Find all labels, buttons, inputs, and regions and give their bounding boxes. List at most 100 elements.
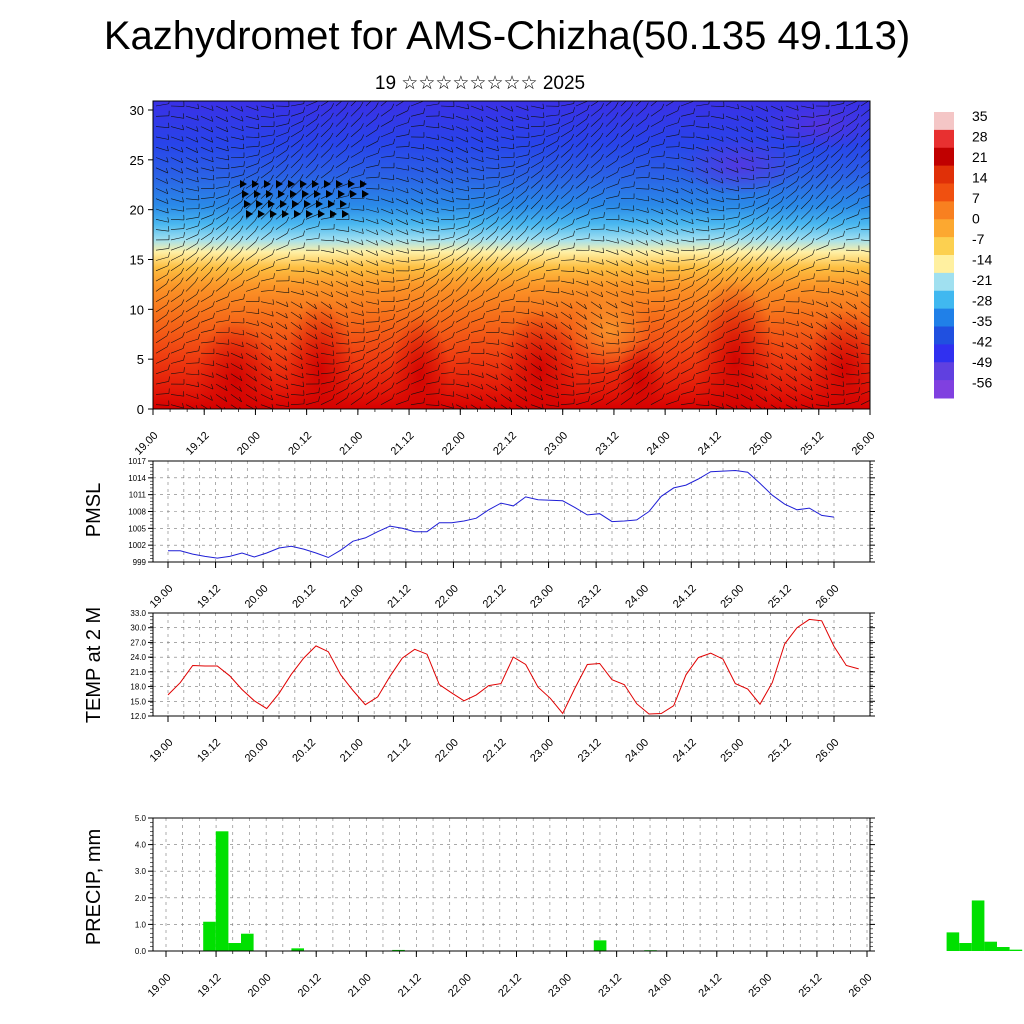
- wind-barb: [605, 229, 619, 232]
- wind-barb-flag: [750, 277, 754, 283]
- wind-barb-flag: [525, 225, 529, 232]
- wind-barb-flag: [452, 249, 455, 255]
- wind-barb: [245, 394, 258, 402]
- wind-barb: [635, 118, 647, 127]
- wind-barb: [845, 238, 859, 241]
- wind-barb-flag: [166, 320, 170, 326]
- wind-barb-flag: [615, 312, 619, 318]
- wind-barb: [815, 311, 828, 319]
- wind-barb-flag: [406, 198, 409, 205]
- wind-barb-flag: [227, 351, 229, 357]
- wind-barb-flag: [317, 361, 319, 367]
- wind-barb-flag: [872, 259, 873, 264]
- wind-barb: [605, 195, 619, 199]
- wind-barb: [755, 167, 769, 169]
- wind-barb-flag: [555, 205, 559, 212]
- wind-barb: [650, 398, 663, 405]
- wind-barb-flag: [615, 122, 619, 128]
- wind-barb: [500, 116, 514, 122]
- colorbar-label: 0: [972, 211, 980, 227]
- wind-barb: [740, 383, 754, 390]
- wind-barb-flag: [241, 268, 245, 274]
- wind-barb: [395, 279, 409, 282]
- wind-barb: [545, 169, 556, 179]
- wind-barb: [815, 256, 829, 261]
- wind-barb-flag: [465, 405, 468, 409]
- wind-barb: [515, 342, 528, 350]
- wind-barb-flag: [524, 354, 528, 361]
- wind-barb: [500, 394, 512, 403]
- wind-barb: [725, 198, 739, 201]
- x-tick-label: 26.00: [847, 972, 875, 1000]
- wind-barb-flag: [211, 290, 215, 296]
- colorbar-label: 21: [972, 149, 988, 165]
- wind-barb-flag: [812, 103, 815, 109]
- wind-barb: [560, 200, 572, 210]
- wind-barb-flag: [331, 270, 334, 276]
- wind-barb-flag: [331, 165, 335, 171]
- wind-barb: [590, 260, 604, 265]
- wind-barb-flag: [421, 178, 424, 184]
- wind-barb: [395, 287, 409, 292]
- y-tick-label: 33.0: [130, 609, 146, 618]
- wind-barb: [245, 263, 258, 272]
- wind-barb: [500, 298, 514, 302]
- wind-barb-flag: [256, 258, 260, 265]
- wind-barb: [455, 146, 468, 153]
- wind-barb: [800, 311, 814, 317]
- wind-barb: [440, 208, 454, 212]
- wind-barb: [515, 136, 530, 138]
- wind-barb-flag: [585, 343, 588, 349]
- wind-barb: [725, 136, 738, 143]
- wind-barb: [740, 341, 754, 344]
- wind-barb-flag: [284, 174, 289, 180]
- wind-barb-flag: [617, 178, 620, 184]
- wind-barb: [530, 289, 544, 292]
- wind-barb: [155, 198, 169, 204]
- wind-barb: [680, 267, 694, 272]
- wind-barb-flag: [827, 228, 830, 234]
- wind-barb: [800, 116, 814, 118]
- wind-barb-flag: [556, 216, 560, 223]
- wind-barb: [785, 209, 796, 220]
- wind-barb: [380, 346, 393, 354]
- wind-barb-flag: [765, 216, 769, 222]
- wind-barb-flag: [254, 376, 257, 382]
- wind-barb: [620, 139, 632, 148]
- wind-barb: [740, 363, 754, 367]
- wind-barb: [560, 179, 571, 189]
- wind-pennant: [242, 190, 249, 198]
- wind-barb-flag: [661, 371, 665, 377]
- colorbar-label: -42: [972, 334, 992, 350]
- wind-barb-flag: [211, 105, 214, 111]
- wind-barb: [275, 256, 289, 261]
- wind-barb-flag: [464, 277, 469, 283]
- wind-barb: [425, 256, 439, 261]
- wind-barb-flag: [408, 117, 410, 123]
- wind-barb-flag: [360, 260, 364, 267]
- wind-barb-flag: [721, 309, 725, 316]
- wind-barb: [245, 163, 259, 169]
- wind-barb-flag: [809, 334, 813, 340]
- wind-barb-flag: [692, 228, 694, 234]
- wind-barb-flag: [824, 174, 829, 180]
- wind-barb: [545, 123, 559, 127]
- colorbar-box: [934, 219, 954, 238]
- wind-barb: [635, 208, 649, 213]
- wind-barb-flag: [871, 103, 874, 108]
- wind-barb: [500, 126, 514, 131]
- wind-barb-flag: [722, 391, 725, 397]
- wind-barb-flag: [437, 134, 440, 140]
- wind-barb: [215, 221, 227, 230]
- wind-barb: [725, 105, 739, 110]
- wind-barb: [785, 322, 799, 327]
- wind-barb-flag: [781, 341, 784, 348]
- wind-barb: [455, 304, 468, 313]
- wind-barb: [785, 263, 798, 272]
- wind-barb: [635, 239, 648, 246]
- wind-barb-flag: [648, 333, 650, 339]
- wind-barb: [500, 383, 512, 392]
- wind-barb: [515, 200, 526, 210]
- wind-barb-flag: [271, 156, 275, 162]
- wind-barb-flag: [588, 101, 589, 102]
